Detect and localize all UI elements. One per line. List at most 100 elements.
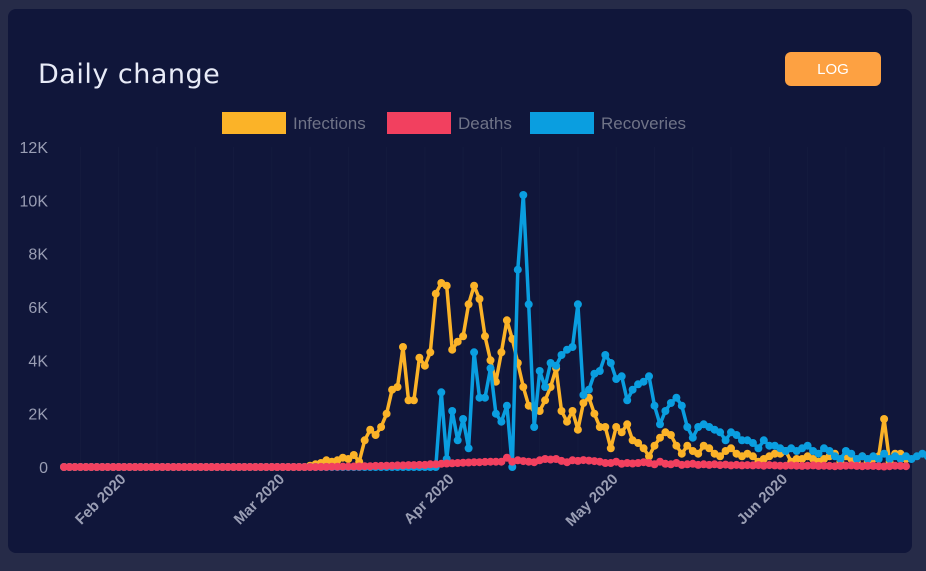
- data-point-recoveries: [606, 359, 615, 367]
- data-point-infections: [382, 409, 391, 418]
- data-point-infections: [612, 423, 621, 431]
- data-point-recoveries: [721, 436, 730, 445]
- data-point-recoveries: [847, 449, 856, 458]
- x-tick-label: Jun 2020: [734, 471, 791, 528]
- data-point-recoveries: [645, 372, 653, 381]
- y-axis: 0 2K 4K 6K 8K 10K 12K: [20, 140, 49, 477]
- data-point-deaths: [142, 463, 150, 471]
- grid: [79, 147, 885, 467]
- data-point-deaths: [191, 463, 200, 471]
- x-tick-label: Mar 2020: [231, 471, 288, 528]
- data-point-deaths: [229, 463, 238, 471]
- data-point-deaths: [180, 463, 189, 471]
- data-point-deaths: [120, 463, 129, 471]
- data-point-recoveries: [656, 420, 664, 429]
- data-point-infections: [792, 455, 801, 463]
- y-tick-label: 10K: [20, 193, 49, 210]
- series-deaths: [60, 453, 910, 471]
- y-tick-label: 2K: [28, 407, 48, 424]
- x-axis: Feb 2020 Mar 2020 Apr 2020 May 2020 Jun 2020: [72, 471, 791, 530]
- data-point-infections: [705, 444, 714, 453]
- data-point-recoveries: [437, 388, 446, 397]
- data-point-deaths: [240, 463, 249, 471]
- data-point-infections: [579, 399, 588, 407]
- data-point-recoveries: [666, 399, 675, 407]
- data-point-deaths: [87, 463, 96, 471]
- data-point-infections: [360, 436, 369, 445]
- data-point-infections: [393, 383, 402, 391]
- y-tick-label: 8K: [28, 247, 48, 264]
- data-point-infections: [502, 316, 511, 325]
- data-point-infections: [486, 356, 495, 365]
- data-point-recoveries: [923, 452, 926, 460]
- data-point-infections: [672, 441, 681, 450]
- data-point-recoveries: [524, 300, 533, 309]
- data-point-infections: [595, 423, 604, 431]
- data-point-deaths: [360, 462, 369, 471]
- data-point-recoveries: [601, 351, 610, 359]
- data-point-deaths: [262, 463, 271, 471]
- data-point-recoveries: [874, 455, 883, 463]
- x-tick-label: May 2020: [562, 471, 621, 530]
- data-point-recoveries: [732, 431, 741, 439]
- data-point-deaths: [393, 461, 402, 470]
- data-point-deaths: [382, 461, 391, 470]
- data-point-recoveries: [552, 361, 561, 370]
- data-point-infections: [683, 441, 692, 450]
- data-point-recoveries: [595, 367, 604, 375]
- data-point-infections: [371, 431, 380, 439]
- data-point-deaths: [491, 457, 500, 466]
- data-point-infections: [409, 396, 418, 405]
- legend-swatch-deaths: [387, 112, 451, 134]
- data-point-recoveries: [502, 401, 511, 410]
- data-point-deaths: [109, 463, 118, 471]
- data-point-infections: [557, 407, 566, 415]
- data-point-recoveries: [683, 423, 692, 431]
- log-scale-button[interactable]: LOG: [785, 52, 881, 86]
- y-tick-label: 12K: [20, 140, 49, 157]
- data-point-recoveries: [639, 377, 648, 386]
- legend-item-deaths[interactable]: Deaths: [387, 112, 512, 134]
- data-point-infections: [617, 428, 626, 437]
- data-point-infections: [546, 383, 555, 391]
- data-point-deaths: [426, 460, 435, 469]
- data-point-recoveries: [579, 391, 588, 399]
- data-point-recoveries: [475, 393, 484, 402]
- data-point-infections: [645, 452, 653, 461]
- data-point-recoveries: [557, 351, 566, 359]
- data-point-deaths: [152, 463, 161, 471]
- data-point-deaths: [273, 463, 282, 471]
- data-point-infections: [716, 452, 725, 461]
- data-point-infections: [464, 300, 473, 309]
- series-infections: [60, 279, 910, 471]
- data-point-recoveries: [836, 455, 845, 463]
- legend-item-recoveries[interactable]: Recoveries: [530, 112, 686, 134]
- data-point-infections: [563, 417, 571, 426]
- data-point-infections: [344, 455, 353, 463]
- data-point-recoveries: [748, 439, 757, 447]
- data-point-deaths: [60, 463, 68, 471]
- legend[interactable]: Infections Deaths Recoveries: [222, 112, 686, 134]
- legend-label-recoveries: Recoveries: [601, 114, 686, 133]
- data-point-infections: [420, 361, 429, 370]
- y-tick-label: 6K: [28, 300, 48, 317]
- data-point-infections: [366, 425, 375, 434]
- data-point-deaths: [70, 463, 79, 471]
- data-point-recoveries: [880, 449, 889, 458]
- data-point-recoveries: [825, 447, 834, 455]
- data-point-deaths: [103, 463, 112, 471]
- data-point-recoveries: [453, 436, 462, 445]
- data-point-deaths: [158, 463, 167, 471]
- data-point-infections: [497, 348, 506, 357]
- data-point-infections: [399, 343, 407, 351]
- data-point-recoveries: [672, 393, 681, 402]
- data-point-infections: [453, 337, 462, 346]
- data-point-recoveries: [814, 449, 823, 458]
- data-point-recoveries: [519, 191, 528, 199]
- data-point-infections: [568, 407, 577, 415]
- legend-item-infections[interactable]: Infections: [222, 112, 366, 134]
- x-tick-label: Apr 2020: [401, 471, 458, 528]
- data-point-infections: [481, 332, 489, 341]
- data-point-infections: [606, 444, 615, 453]
- data-point-recoveries: [628, 385, 637, 394]
